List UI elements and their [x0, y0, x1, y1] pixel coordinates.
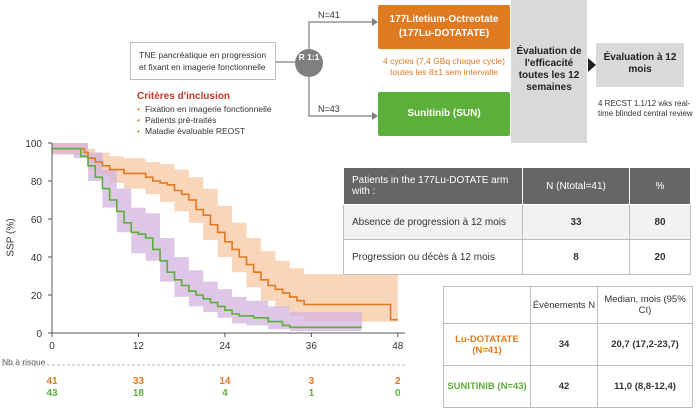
row-median: 11,0 (8,8-12,4) [597, 365, 693, 408]
inclusion-box: TNE pancréatique en progression et fixan… [130, 42, 276, 80]
header-events: Évènements N [530, 286, 598, 324]
risk-value-lu: 41 [46, 376, 58, 387]
inclusion-text: TNE pancréatique en progression et fixan… [139, 50, 267, 72]
row-events: 42 [530, 365, 598, 408]
evaluation-12-months: Évaluation à 12 mois [596, 43, 684, 87]
risk-value-sun: 43 [46, 388, 58, 399]
ci-band-sun [52, 143, 362, 332]
km-curve-lu [52, 147, 398, 321]
row-n: 33 [522, 204, 630, 240]
header-n: N (Ntotal=41) [522, 167, 630, 205]
row-pct: 80 [629, 204, 691, 240]
row-pct: 20 [629, 239, 691, 275]
criteria-item: Maladie évaluable REOST [137, 126, 272, 137]
criteria-title: Critères d'inclusion [137, 91, 230, 102]
header-median: Median, mois (95% CI) [597, 286, 693, 324]
dose-text: 4 cycles (7,4 GBq chaque cycle) toutes l… [383, 56, 505, 77]
n-lu-label: N=41 [318, 10, 340, 20]
y-tick-label: 60 [31, 215, 43, 226]
x-tick-label: 48 [392, 341, 404, 352]
evaluation-every-12-weeks: Évaluation de l'efficacité toutes les 12… [511, 0, 587, 143]
row-label: Progression ou décès à 12 mois [343, 239, 523, 275]
y-tick-label: 0 [36, 329, 42, 340]
x-tick-label: 36 [306, 341, 318, 352]
row-label: Absence de progression à 12 mois [343, 204, 523, 240]
arm-lu-box: 177Litetium-Octreotate (177Lu-DOTATATE) [378, 5, 510, 49]
row-n: 8 [522, 239, 630, 275]
arm-sun-box: Sunitinib (SUN) [378, 92, 510, 136]
x-tick-label: 0 [49, 341, 55, 352]
y-tick-label: 100 [25, 139, 42, 150]
criteria-item: Fixation en imagerie fonctionnelle [137, 104, 272, 115]
header-patients: Patients in the 177Lu-DOTATE arm with : [343, 167, 523, 205]
arm-lu-abbrev: (177Lu-DOTATATE) [398, 28, 490, 39]
risk-value-lu: 33 [132, 376, 144, 387]
risk-value-sun: 4 [222, 388, 228, 399]
km-curve-sun [52, 147, 362, 329]
y-tick-label: 80 [31, 177, 43, 188]
table-row: Progression ou décès à 12 mois 8 20 [343, 239, 691, 275]
y-axis-label: SSP (%) [5, 218, 17, 257]
risk-value-sun: 1 [308, 388, 315, 399]
risk-value-sun: 18 [132, 388, 144, 399]
risk-title: Nb à risque [2, 357, 46, 367]
table-row: SUNITINIB (N=43) 42 11,0 (8,8-12,4) [443, 365, 693, 408]
row-arm-sun: SUNITINIB (N=43) [443, 365, 531, 408]
risk-divider [2, 364, 405, 366]
n-sun-label: N=43 [318, 104, 340, 114]
risk-value-lu: 2 [395, 376, 401, 387]
randomization-circle: R 1:1 [295, 49, 323, 77]
criteria-list: Fixation en imagerie fonctionnelle Patie… [137, 104, 272, 137]
x-tick-label: 12 [133, 341, 145, 352]
row-median: 20,7 (17,2-23,7) [597, 323, 693, 366]
schema-arrows [276, 18, 596, 120]
risk-value-lu: 3 [308, 376, 315, 387]
row-events: 34 [530, 323, 598, 366]
table-row: Absence de progression à 12 mois 33 80 [343, 204, 691, 240]
risk-value-lu: 14 [219, 376, 231, 387]
median-table: Évènements N Median, mois (95% CI) Lu-DO… [443, 286, 693, 408]
outcome-table: Patients in the 177Lu-DOTATE arm with : … [343, 167, 691, 275]
x-tick-label: 24 [219, 341, 231, 352]
risk-value-sun: 0 [395, 388, 401, 399]
header-empty [443, 286, 531, 324]
y-tick-label: 20 [31, 291, 43, 302]
recist-note: 4 RECST 1.1/12 wks real-time blinded cen… [598, 99, 693, 118]
criteria-item: Patients pré-traités [137, 115, 272, 126]
pfs-chart: 0 20 40 60 80 100 0 12 24 36 48 [25, 139, 405, 352]
table-row: Lu-DOTATATE (N=41) 34 20,7 (17,2-23,7) [443, 323, 693, 366]
header-pct: % [629, 167, 691, 205]
arm-lu-name: 177Litetium-Octreotate [389, 14, 499, 25]
y-tick-label: 40 [31, 253, 43, 264]
row-arm-lu: Lu-DOTATATE (N=41) [443, 323, 531, 366]
